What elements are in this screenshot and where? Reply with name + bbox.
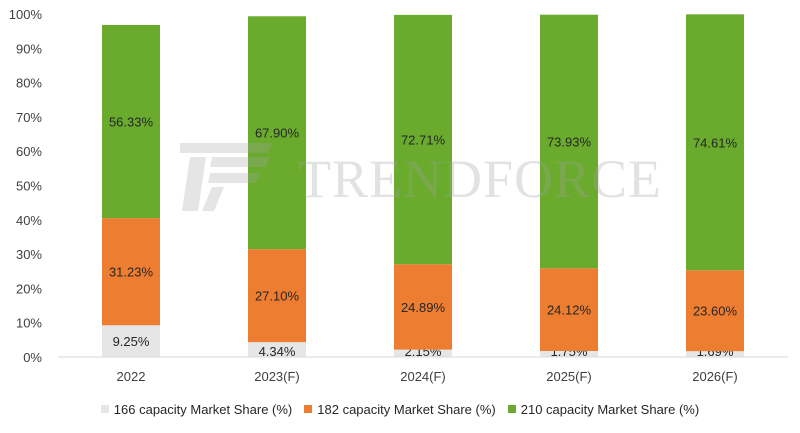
bar-166	[686, 351, 744, 357]
y-tick-label: 20%	[16, 281, 42, 296]
data-label: 24.12%	[547, 303, 592, 318]
y-tick-label: 80%	[16, 76, 42, 91]
x-tick-label: 2024(F)	[400, 369, 446, 384]
data-label: 67.90%	[255, 126, 300, 141]
y-tick-label: 100%	[9, 7, 43, 22]
bar-182	[540, 268, 598, 351]
legend-label-210: 210 capacity Market Share (%)	[520, 401, 700, 417]
data-label: 27.10%	[255, 289, 300, 304]
bar-210	[102, 24, 160, 219]
bar-182	[394, 264, 452, 350]
legend-label-182: 182 capacity Market Share (%)	[317, 401, 496, 417]
bar-182	[248, 249, 306, 343]
bar-166	[540, 350, 598, 357]
bar-210	[540, 14, 598, 269]
legend-item-182: 182 capacity Market Share (%)	[304, 401, 496, 417]
y-tick-label: 40%	[16, 213, 42, 228]
y-tick-label: 90%	[16, 41, 42, 56]
bar-166	[102, 325, 160, 357]
data-label: 4.34%	[259, 344, 296, 359]
data-label: 72.71%	[401, 133, 446, 148]
data-label: 9.25%	[113, 334, 150, 349]
bar-166	[394, 349, 452, 357]
bar-210	[394, 14, 452, 265]
legend-swatch-182	[304, 405, 313, 413]
data-label: 74.61%	[693, 135, 738, 150]
bar-210	[686, 14, 744, 271]
data-label: 31.23%	[109, 265, 154, 280]
y-tick-label: 30%	[16, 247, 42, 262]
y-tick-label: 60%	[16, 144, 42, 159]
x-tick-label: 2026(F)	[692, 369, 738, 384]
y-tick-label: 70%	[16, 110, 42, 125]
x-tick-label: 2022	[117, 369, 146, 384]
legend-label-166: 166 capacity Market Share (%)	[113, 401, 293, 417]
y-tick-label: 50%	[16, 179, 42, 194]
bar-210	[248, 16, 306, 250]
legend-swatch-166	[100, 405, 109, 413]
bar-182	[102, 218, 160, 326]
legend-swatch-210	[507, 405, 516, 413]
y-tick-label: 0%	[23, 350, 42, 365]
data-label: 73.93%	[547, 134, 592, 149]
x-tick-label: 2025(F)	[546, 369, 592, 384]
data-label: 56.33%	[109, 115, 154, 130]
data-label: 24.89%	[401, 300, 446, 315]
legend-item-210: 210 capacity Market Share (%)	[507, 401, 700, 417]
y-tick-label: 10%	[16, 316, 42, 331]
bar-166	[248, 342, 306, 357]
data-label: 23.60%	[693, 304, 738, 319]
legend-item-166: 166 capacity Market Share (%)	[100, 401, 293, 417]
legend: 166 capacity Market Share (%) 182 capaci…	[0, 398, 800, 420]
bar-182	[686, 270, 744, 352]
x-tick-label: 2023(F)	[254, 369, 300, 384]
